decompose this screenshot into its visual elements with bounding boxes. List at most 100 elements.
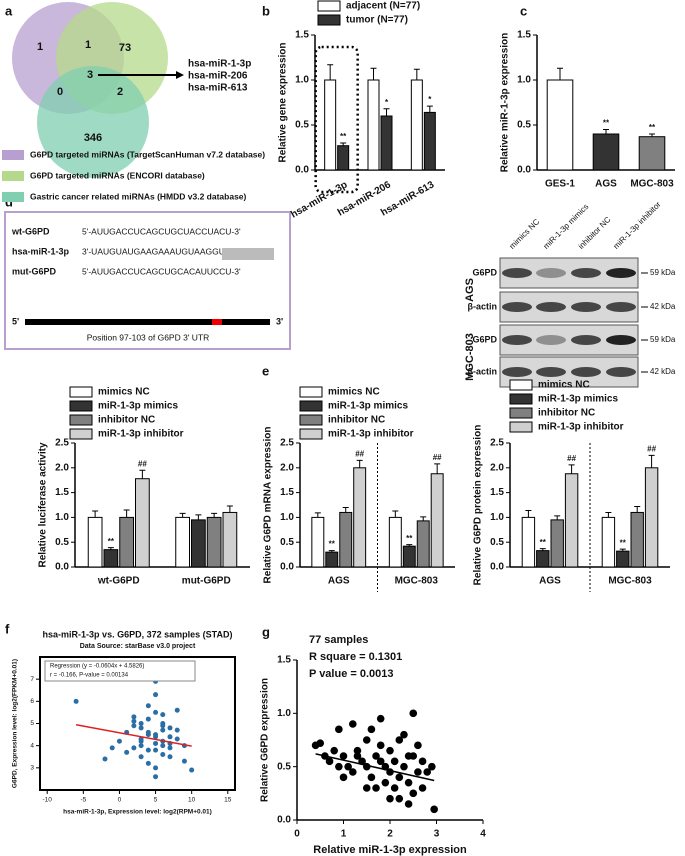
point (138, 754, 144, 760)
point (153, 747, 159, 753)
significance: ## (355, 449, 364, 458)
point (353, 752, 362, 760)
point (376, 757, 385, 766)
error-bar (392, 510, 399, 518)
x-tick-label: MGC-803 (630, 179, 674, 190)
venn-count: 73 (119, 42, 131, 54)
point (145, 716, 151, 722)
point (153, 765, 159, 771)
highlight-box (314, 45, 359, 194)
band (502, 367, 532, 377)
point (131, 714, 137, 720)
significance: ## (138, 459, 147, 468)
lane-label: mimics NC (508, 217, 542, 251)
error-bar (123, 509, 130, 518)
point (316, 739, 325, 747)
y-tick-label: 7 (30, 676, 34, 683)
legend-swatch (509, 407, 533, 419)
error-bar (226, 505, 233, 513)
error-bar (420, 516, 427, 521)
y-tick-label: 2.5 (55, 438, 69, 449)
legend-swatch (69, 414, 93, 426)
x-tick-label: 5 (154, 797, 158, 804)
y-axis-label: Relative G6PD protein expression (473, 425, 484, 586)
annotation: r = -0.166, P-value = 0.00134 (50, 673, 129, 679)
point (160, 721, 166, 726)
venn-count: 1 (37, 41, 43, 53)
binding-site (222, 248, 274, 260)
band (571, 302, 601, 312)
significance: ** (108, 537, 115, 546)
error-bar (383, 108, 390, 116)
legend-swatch (317, 0, 341, 12)
x-tick-label: AGS (595, 179, 617, 190)
band (502, 335, 532, 345)
point (174, 727, 180, 733)
annotation: P value = 0.0013 (309, 668, 394, 680)
x-axis-label: Relative miR-1-3p expression (313, 844, 467, 856)
error-bar (340, 142, 347, 146)
legend-text: Gastric cancer related miRNAs (HMDD v3.2… (30, 191, 247, 201)
point (330, 746, 339, 755)
error-bar (434, 463, 441, 474)
y-tick-label: 2.5 (490, 438, 504, 449)
x-tick-label: 2 (387, 829, 393, 840)
legend-text: miR-1-3p mimics (538, 394, 618, 405)
panel-label: f (5, 621, 10, 636)
point (138, 721, 144, 726)
error-bar (413, 68, 420, 80)
panel-label: g (262, 624, 270, 639)
venn-count: 2 (117, 86, 123, 98)
y-tick-label: 0.0 (295, 165, 309, 176)
point (423, 768, 432, 776)
legend-text: inhibitor NC (98, 415, 155, 426)
legend-text: inhibitor NC (538, 408, 595, 419)
size-label: 59 kDa (650, 268, 676, 277)
point (160, 752, 166, 758)
legend-text: miR-1-3p inhibitor (98, 429, 184, 440)
band (571, 268, 601, 278)
legend-swatch (509, 379, 533, 391)
x-tick-label: -5 (80, 797, 86, 804)
point (409, 789, 418, 798)
y-tick-label: 0.5 (490, 537, 504, 548)
bar (592, 133, 620, 171)
end-label: 5' (12, 316, 19, 326)
panel-label: c (520, 3, 527, 18)
y-tick-label: 1.5 (277, 655, 291, 666)
point (116, 738, 122, 744)
y-axis-label: G6PD, Expression level: log2(FPKM+0.01) (12, 659, 19, 788)
bar (87, 516, 103, 568)
legend-swatch (2, 150, 24, 160)
point (138, 743, 144, 749)
y-axis-label: Relative G6PD mRNA expression (263, 427, 274, 584)
x-tick-label: 1 (341, 829, 347, 840)
bar (402, 545, 416, 568)
error-bar (648, 454, 655, 468)
x-axis-label: hsa-miR-1-3p, Expression level: log2(RPM… (63, 809, 212, 816)
error-bar (619, 548, 626, 552)
panel-label: e (262, 363, 269, 378)
point (404, 778, 413, 787)
point (418, 784, 427, 792)
legend-swatch (509, 421, 533, 433)
y-tick-label: 1.0 (280, 512, 294, 523)
band (571, 335, 601, 345)
point (335, 762, 343, 771)
y-tick-label: 0.0 (517, 165, 531, 176)
legend-box (44, 660, 196, 682)
point (395, 736, 404, 744)
end-label: 3' (276, 316, 283, 326)
x-tick-label: wt-G6PD (97, 576, 140, 587)
legend-swatch (2, 171, 24, 181)
band (536, 367, 566, 377)
legend-text: miR-1-3p mimics (98, 401, 178, 412)
bar (191, 519, 206, 568)
chart-title: hsa-miR-1-3p vs. G6PD, 372 samples (STAD… (43, 629, 233, 639)
bar (103, 549, 119, 568)
x-tick-label: GES-1 (545, 179, 575, 190)
significance: ## (567, 454, 576, 463)
band (571, 367, 601, 377)
y-tick-label: 0.5 (517, 120, 531, 131)
band (536, 335, 566, 345)
